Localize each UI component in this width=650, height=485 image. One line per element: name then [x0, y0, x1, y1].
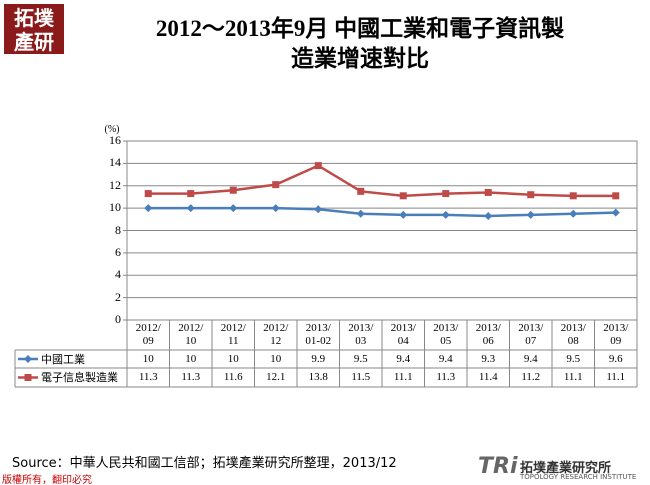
value-label: 9.5	[353, 353, 368, 365]
marker	[442, 190, 450, 198]
marker	[399, 210, 408, 219]
logo: 拓墣 產研	[4, 4, 64, 54]
x-tick-label: 2013/ 06	[475, 322, 501, 347]
marker	[612, 192, 620, 200]
value-label: 10	[142, 353, 154, 365]
value-label: 9.3	[481, 353, 496, 365]
source: Source：中華人民共和國工信部；拓墣產業研究所整理，2013/12	[12, 456, 397, 471]
marker	[356, 209, 365, 218]
marker	[271, 204, 280, 213]
marker	[527, 191, 535, 199]
y-tick-label: 8	[115, 222, 121, 237]
y-tick-label: 16	[109, 133, 121, 147]
y-tick-label: 4	[115, 267, 121, 282]
value-label: 11.3	[436, 371, 456, 383]
x-tick-label: 2012/ 12	[263, 322, 289, 347]
y-tick-label: 10	[109, 200, 121, 215]
y-tick-label: 2	[115, 289, 121, 304]
value-label: 10	[227, 353, 239, 365]
y-tick-label: 12	[109, 177, 121, 192]
value-label: 11.1	[563, 371, 583, 383]
value-label: 11.4	[478, 371, 498, 383]
chart-title: 2012～2013年9月 中國工業和電子資訊製 造業增速對比	[155, 16, 565, 71]
value-label: 11.1	[393, 371, 413, 383]
value-label: 9.4	[396, 353, 411, 365]
value-label: 10	[270, 353, 282, 365]
x-tick-label: 2013/ 04	[390, 322, 416, 347]
legend-marker	[24, 355, 32, 363]
value-label: 9.6	[608, 353, 623, 365]
marker	[441, 210, 450, 219]
legend-label: 電子信息製造業	[41, 371, 118, 384]
value-label: 9.4	[438, 353, 453, 365]
value-label: 12.1	[266, 371, 286, 383]
marker	[526, 210, 535, 219]
marker	[314, 205, 323, 214]
marker	[357, 187, 365, 195]
marker	[229, 186, 237, 194]
marker	[569, 192, 577, 200]
value-label: 10	[185, 353, 197, 365]
marker	[144, 190, 152, 198]
brand: 拓墣產業研究所	[520, 461, 612, 476]
value-label: 9.9	[311, 353, 326, 365]
x-tick-label: 2013/ 09	[603, 322, 629, 347]
marker	[272, 181, 280, 189]
marker	[399, 192, 407, 200]
value-label: 11.3	[138, 371, 158, 383]
legend-label: 中國工業	[41, 353, 85, 366]
x-tick-label: 2013/ 05	[433, 322, 459, 347]
x-tick-label: 2013/ 01-02	[305, 322, 332, 347]
series-line	[148, 206, 616, 218]
brand-sub: TOPOLOGY RESEARCH INSTITUTE	[520, 473, 637, 481]
value-label: 11.3	[181, 371, 201, 383]
value-label: 11.1	[606, 371, 626, 383]
y-unit: (%)	[104, 124, 120, 135]
x-tick-label: 2013/ 08	[560, 322, 586, 347]
value-label: 11.2	[521, 371, 541, 383]
x-tick-label: 2012/ 10	[178, 322, 204, 347]
value-label: 13.8	[308, 371, 328, 383]
value-label: 9.5	[566, 353, 581, 365]
y-tick-label: 0	[115, 312, 121, 326]
marker	[229, 204, 238, 213]
marker	[569, 209, 578, 218]
marker	[611, 208, 620, 217]
marker	[186, 204, 195, 213]
marker	[484, 188, 492, 196]
y-tick-label: 14	[109, 155, 121, 170]
marker	[187, 190, 195, 198]
value-label: 11.6	[223, 371, 243, 383]
value-label: 9.4	[523, 353, 538, 365]
x-tick-label: 2013/ 03	[348, 322, 374, 347]
marker	[484, 211, 493, 220]
copyright: 版權所有，翻印必究	[2, 475, 92, 485]
series-line	[148, 164, 616, 198]
x-tick-label: 2012/ 11	[220, 322, 246, 347]
brand-mark: TRi	[478, 454, 518, 479]
x-tick-label: 2013/ 07	[518, 322, 544, 347]
marker	[144, 204, 153, 213]
y-tick-label: 6	[115, 244, 121, 259]
value-label: 11.5	[351, 371, 371, 383]
marker	[314, 162, 322, 170]
x-tick-label: 2012/ 09	[135, 322, 161, 347]
legend-marker	[24, 374, 32, 381]
